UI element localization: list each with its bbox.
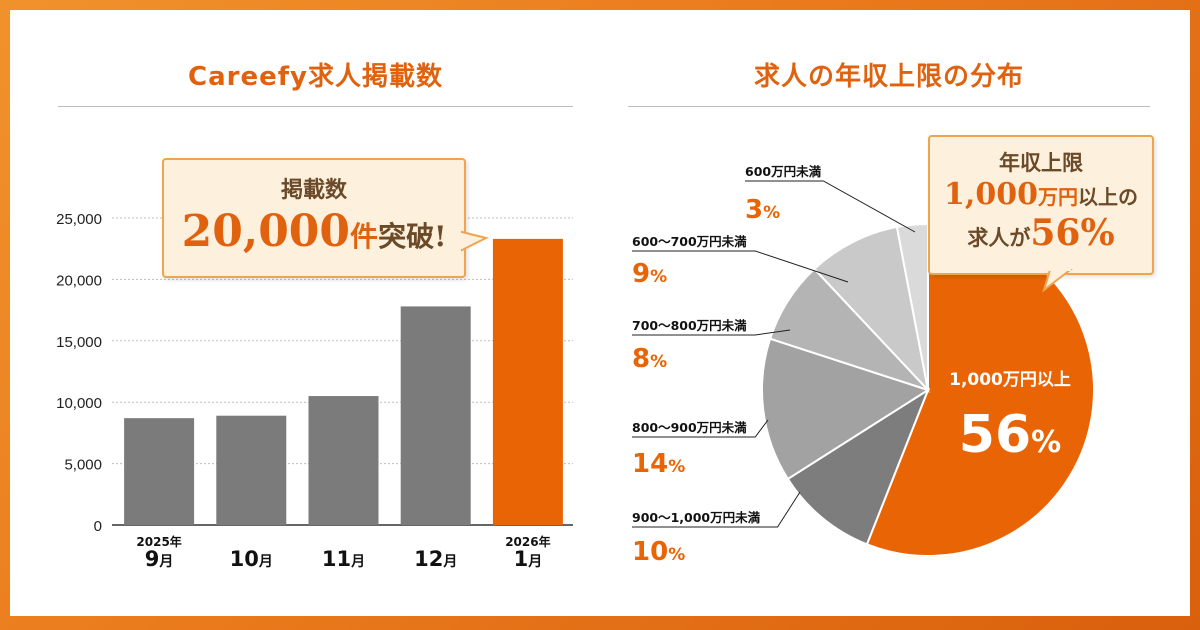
salary-callout-line3: 求人が	[967, 225, 1031, 250]
pie-slice-value-sign: %	[668, 457, 685, 477]
x-tick-label: 9月	[145, 547, 174, 571]
pie-slice-label: 700〜800万円未満	[632, 318, 747, 333]
pie-slice	[895, 222, 929, 391]
x-tick-unit: 月	[258, 554, 273, 570]
leader-line	[632, 329, 791, 336]
callout-label: 掲載数	[280, 177, 347, 203]
pie-slice	[812, 225, 930, 394]
pie-slice-value-number: 56	[959, 405, 1031, 465]
y-tick-label: 20,000	[56, 272, 102, 289]
bar	[400, 306, 471, 525]
bar	[216, 415, 287, 525]
salary-callout-line1: 年収上限	[999, 150, 1083, 175]
pie-slice-value: 8%	[632, 344, 667, 374]
x-tick-unit: 月	[350, 554, 365, 570]
x-tick-month: 12	[414, 547, 443, 571]
pie-slice-value-main: 56%	[959, 405, 1061, 465]
pie-slice-value: 10%	[632, 537, 685, 567]
x-tick-unit: 月	[527, 554, 542, 570]
x-tick-year: 2026年	[505, 534, 550, 549]
callout-unit: 件	[350, 220, 379, 253]
callout-number: 20,000	[181, 206, 351, 257]
pie-slice-label: 800〜900万円未満	[632, 420, 747, 435]
y-tick-label: 25,000	[56, 211, 102, 228]
x-tick-month: 10	[230, 547, 259, 571]
pie-slice-value-number: 14	[632, 449, 668, 479]
x-tick-year: 2025年	[136, 534, 181, 549]
pie-slice	[786, 387, 931, 546]
y-tick-label: 15,000	[56, 334, 102, 351]
x-tick-label: 10月	[230, 547, 273, 571]
bar-chart-title: Careefy求人掲載数	[188, 62, 443, 92]
pie-chart-title: 求人の年収上限の分布	[753, 62, 1024, 92]
x-tick-label: 12月	[414, 547, 457, 571]
pie-title-divider	[628, 106, 1150, 107]
pie-slice	[761, 337, 931, 481]
listing-count-callout: 掲載数 20,000件突破!	[162, 158, 466, 278]
leader-line	[632, 250, 849, 283]
x-tick-month: 11	[322, 547, 351, 571]
y-tick-label: 5,000	[64, 457, 102, 474]
y-tick-label: 10,000	[56, 395, 102, 412]
bar	[308, 396, 379, 525]
leader-line	[745, 180, 916, 233]
salary-callout-percent: 56%	[1030, 212, 1115, 254]
x-tick-unit: 月	[442, 554, 457, 570]
bar	[124, 418, 195, 525]
x-tick-month: 1	[514, 547, 529, 571]
x-tick-month: 9	[145, 547, 160, 571]
salary-callout-line2: 以上の	[1077, 185, 1138, 209]
y-tick-label: 0	[94, 518, 102, 535]
callout-suffix: 突破!	[378, 220, 447, 253]
x-tick-label: 11月	[322, 547, 365, 571]
pie-slice-value-number: 10	[632, 537, 668, 567]
x-tick-label: 1月	[514, 547, 543, 571]
pie-slice-label-main: 1,000万円以上	[949, 370, 1071, 390]
leader-line	[632, 491, 801, 528]
pie-slice-value: 3%	[745, 195, 780, 225]
leader-line	[632, 419, 769, 438]
pie-slice-value: 9%	[632, 259, 667, 289]
pie-slice-value: 14%	[632, 449, 685, 479]
pie-slice-value-sign: %	[668, 545, 685, 565]
pie-slice-label: 900〜1,000万円未満	[632, 510, 761, 525]
salary-callout-amount-unit: 万円	[1037, 185, 1078, 209]
bar	[492, 238, 563, 525]
bar-title-divider	[58, 106, 573, 107]
pie-slice-value-sign: %	[763, 203, 780, 223]
pie-slice-value-number: 9	[632, 259, 650, 289]
pie-slice-value-number: 3	[745, 195, 763, 225]
salary-callout-amount: 1,000	[944, 177, 1038, 212]
pie-slice-label: 600〜700万円未満	[632, 234, 747, 249]
pie-slice-value-sign: %	[650, 352, 667, 372]
salary-callout: 年収上限 1,000万円以上の 求人が56%	[928, 135, 1154, 275]
x-tick-unit: 月	[158, 554, 173, 570]
pie-slice-value-sign: %	[650, 267, 667, 287]
pie-slice-value-sign: %	[1031, 425, 1061, 460]
pie-slice-label: 600万円未満	[745, 164, 822, 179]
pie-slice-value-number: 8	[632, 344, 650, 374]
